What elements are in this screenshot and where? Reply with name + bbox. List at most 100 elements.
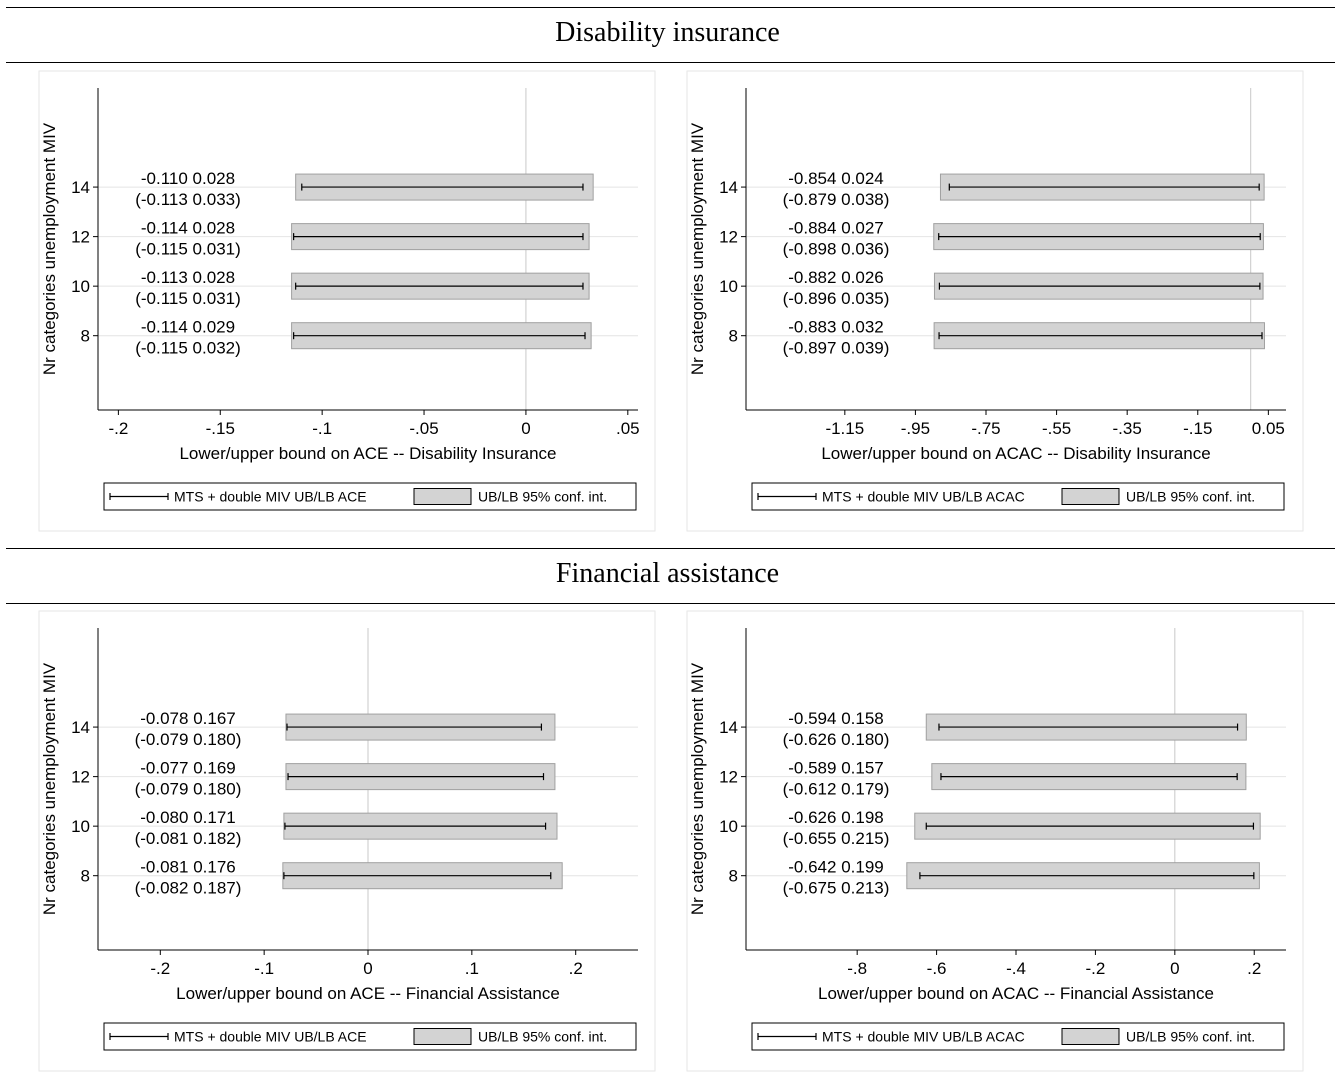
legend-bar-key [1061,488,1120,505]
panel-frame [38,610,656,1072]
legend-label: MTS + double MIV UB/LB ACE [174,1029,367,1045]
section-rule [6,548,1335,549]
chart-panel-di-ace: -0.110 0.028 (-0.113 0.033) -0.114 0.028 (-… [38,70,656,532]
ci-label: (-0.115 0.031) [135,240,241,259]
legend-label: MTS + double MIV UB/LB ACAC [822,489,1025,505]
ci-label: (-0.655 0.215) [783,829,890,848]
y-axis-title: Nr categories unemployment MIV [40,662,59,915]
legend-label: MTS + double MIV UB/LB ACAC [822,1029,1025,1045]
legend-bar-key [413,488,472,505]
ci-label: (-0.896 0.035) [783,289,890,308]
bounds-label: -0.078 0.167 [140,709,235,728]
bounds-label: -0.589 0.157 [788,759,883,778]
x-tick-label: -.35 [1113,419,1142,438]
legend-box [751,482,1285,511]
ci-label: (-0.079 0.180) [135,780,242,799]
y-tick-label: 10 [719,277,738,296]
bounds-label: -0.114 0.029 [141,318,235,337]
x-tick-label: 0 [363,959,372,978]
ci-label: (-0.115 0.031) [135,289,241,308]
legend-bar-key [1061,1028,1120,1045]
x-tick-label: -.2 [108,419,128,438]
x-tick-label: .05 [616,419,640,438]
x-tick-label: .2 [569,959,583,978]
legend-label: UB/LB 95% conf. int. [1126,1029,1255,1045]
ci-label: (-0.675 0.213) [783,879,890,898]
y-axis-title: Nr categories unemployment MIV [688,122,707,375]
bounds-label: -0.626 0.198 [788,808,883,827]
ci-label: (-0.897 0.039) [783,339,890,358]
x-tick-label: 0 [1170,959,1179,978]
ci-label: (-0.879 0.038) [783,190,890,209]
x-tick-label: -.95 [901,419,930,438]
ci-label: (-0.082 0.187) [135,879,242,898]
bounds-label: -0.114 0.028 [141,219,235,238]
x-tick-label: -.75 [971,419,1000,438]
x-tick-label: -.1 [312,419,332,438]
chart-di-ace: -0.110 0.028 (-0.113 0.033) -0.114 0.028 (-… [38,70,656,532]
legend-label: UB/LB 95% conf. int. [1126,489,1255,505]
y-tick-label: 8 [729,867,738,886]
panel-frame [686,610,1304,1072]
legend-bar-key [413,1028,472,1045]
bounds-label: -0.077 0.169 [140,759,235,778]
y-tick-label: 14 [71,178,90,197]
y-tick-label: 14 [719,718,738,737]
legend-label: MTS + double MIV UB/LB ACE [174,489,367,505]
ci-label: (-0.113 0.033) [135,190,241,209]
chart-fa-ace: -0.078 0.167 (-0.079 0.180) -0.077 0.169 (-… [38,610,656,1072]
y-axis-title: Nr categories unemployment MIV [688,662,707,915]
x-tick-label: -.6 [927,959,947,978]
bounds-label: -0.594 0.158 [788,709,883,728]
y-tick-label: 12 [71,228,90,247]
top-rule [6,7,1335,8]
x-tick-label: -.2 [1085,959,1105,978]
panel-frame [686,70,1304,532]
chart-panel-fa-ace: -0.078 0.167 (-0.079 0.180) -0.077 0.169 (-… [38,610,656,1072]
y-tick-label: 14 [719,178,738,197]
y-tick-label: 8 [81,867,90,886]
panel-frame [38,70,656,532]
x-tick-label: -.15 [206,419,235,438]
chart-panel-di-acac: -0.854 0.024 (-0.879 0.038) -0.884 0.027 (-… [686,70,1304,532]
bounds-label: -0.642 0.199 [788,858,883,877]
ci-label: (-0.081 0.182) [135,829,242,848]
y-tick-label: 8 [81,327,90,346]
x-tick-label: -.15 [1183,419,1212,438]
x-axis-title: Lower/upper bound on ACE -- Disability I… [179,444,556,463]
section-rule [6,62,1335,63]
y-tick-label: 10 [719,817,738,836]
bounds-label: -0.113 0.028 [141,268,235,287]
x-tick-label: 0.05 [1252,419,1285,438]
x-tick-label: 0 [521,419,530,438]
y-tick-label: 12 [719,228,738,247]
x-tick-label: -.05 [409,419,438,438]
y-axis-title: Nr categories unemployment MIV [40,122,59,375]
bounds-label: -0.081 0.176 [140,858,235,877]
bounds-label: -0.883 0.032 [788,318,883,337]
x-tick-label: .2 [1247,959,1261,978]
section-title-financial: Financial assistance [555,558,780,589]
y-tick-label: 12 [719,768,738,787]
legend-box [103,482,637,511]
y-tick-label: 10 [71,817,90,836]
x-tick-label: -1.15 [825,419,864,438]
ci-label: (-0.612 0.179) [783,780,890,799]
bounds-label: -0.080 0.171 [140,808,235,827]
chart-fa-acac: -0.594 0.158 (-0.626 0.180) -0.589 0.157 (-… [686,610,1304,1072]
bounds-label: -0.110 0.028 [141,169,235,188]
x-axis-title: Lower/upper bound on ACE -- Financial As… [176,984,560,1003]
x-tick-label: -.8 [847,959,867,978]
x-tick-label: -.4 [1006,959,1026,978]
x-tick-label: .1 [465,959,479,978]
y-tick-label: 10 [71,277,90,296]
ci-label: (-0.626 0.180) [783,730,890,749]
bounds-label: -0.884 0.027 [788,219,883,238]
x-tick-label: -.2 [150,959,170,978]
x-axis-title: Lower/upper bound on ACAC -- Disability … [821,444,1210,463]
y-tick-label: 8 [729,327,738,346]
legend-label: UB/LB 95% conf. int. [478,489,607,505]
ci-label: (-0.898 0.036) [783,240,890,259]
x-tick-label: -.55 [1042,419,1071,438]
section-rule [6,603,1335,604]
